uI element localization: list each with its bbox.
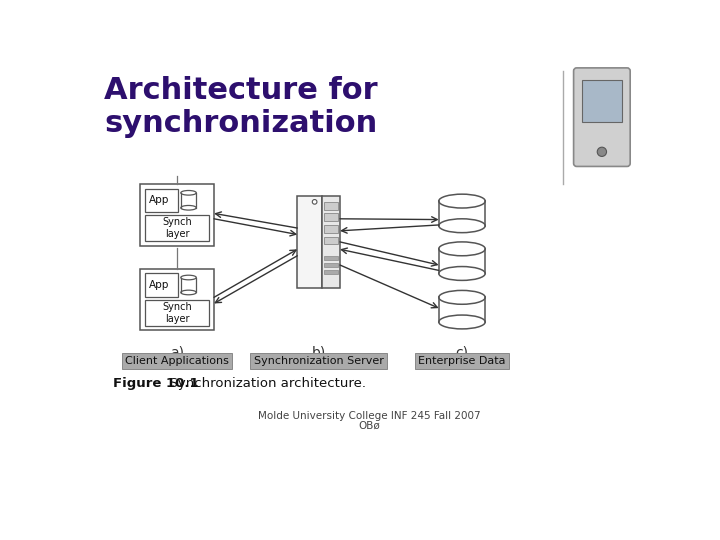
- FancyBboxPatch shape: [323, 237, 338, 244]
- FancyBboxPatch shape: [574, 68, 630, 166]
- Text: Synch
layer: Synch layer: [162, 301, 192, 324]
- FancyBboxPatch shape: [323, 269, 338, 274]
- Ellipse shape: [181, 191, 197, 195]
- Bar: [181, 193, 197, 208]
- FancyBboxPatch shape: [323, 213, 338, 221]
- Text: Molde University College INF 245 Fall 2007: Molde University College INF 245 Fall 20…: [258, 411, 480, 421]
- FancyBboxPatch shape: [323, 225, 338, 233]
- Bar: [181, 278, 197, 293]
- Ellipse shape: [181, 290, 197, 295]
- Ellipse shape: [438, 219, 485, 233]
- Text: Synchronization Server: Synchronization Server: [253, 356, 384, 366]
- FancyBboxPatch shape: [140, 269, 214, 330]
- FancyBboxPatch shape: [145, 215, 210, 241]
- Bar: [438, 201, 485, 226]
- Ellipse shape: [438, 315, 485, 329]
- Ellipse shape: [438, 242, 485, 256]
- Circle shape: [312, 200, 317, 204]
- Text: Synchronization architecture.: Synchronization architecture.: [161, 377, 366, 390]
- FancyBboxPatch shape: [323, 262, 338, 267]
- Text: Synch
layer: Synch layer: [162, 217, 192, 239]
- Text: a): a): [170, 346, 184, 360]
- Text: b): b): [312, 346, 325, 360]
- Text: Enterprise Data: Enterprise Data: [418, 356, 505, 366]
- FancyBboxPatch shape: [322, 195, 340, 288]
- FancyBboxPatch shape: [140, 184, 214, 246]
- Bar: [438, 298, 485, 322]
- Text: App: App: [149, 280, 169, 290]
- Text: App: App: [149, 195, 169, 205]
- Text: Architecture for: Architecture for: [104, 76, 377, 105]
- Bar: [438, 249, 485, 273]
- FancyBboxPatch shape: [323, 256, 338, 260]
- Text: Client Applications: Client Applications: [125, 356, 229, 366]
- Ellipse shape: [438, 194, 485, 208]
- FancyBboxPatch shape: [323, 202, 338, 210]
- FancyBboxPatch shape: [145, 189, 179, 212]
- Text: c): c): [456, 346, 469, 360]
- FancyBboxPatch shape: [297, 195, 322, 288]
- Ellipse shape: [438, 291, 485, 304]
- Circle shape: [597, 147, 606, 157]
- FancyBboxPatch shape: [582, 80, 621, 122]
- Ellipse shape: [438, 267, 485, 280]
- Text: OBø: OBø: [358, 421, 380, 430]
- Text: synchronization: synchronization: [104, 110, 377, 138]
- Ellipse shape: [181, 275, 197, 280]
- FancyBboxPatch shape: [145, 300, 210, 326]
- Text: Figure 10.1: Figure 10.1: [113, 377, 199, 390]
- Ellipse shape: [181, 205, 197, 210]
- FancyBboxPatch shape: [145, 273, 179, 296]
